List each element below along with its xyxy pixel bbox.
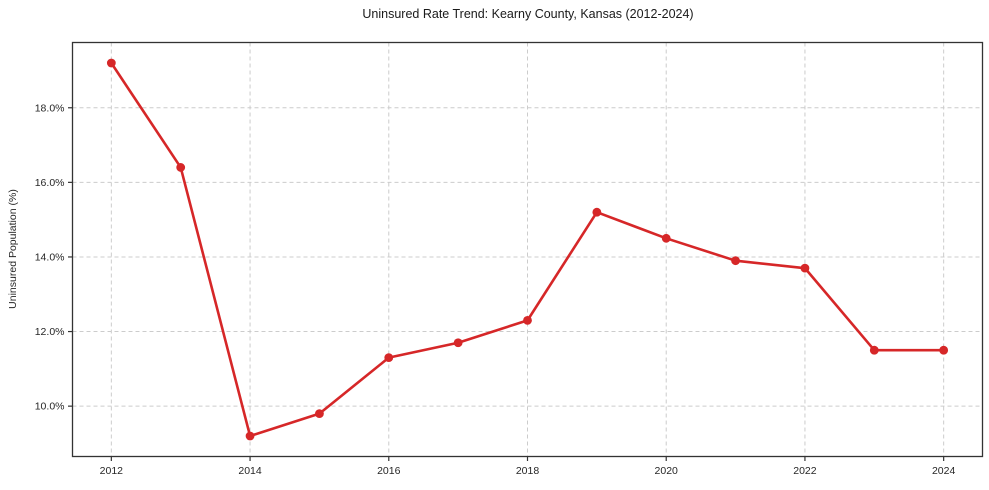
- y-tick-label: 12.0%: [35, 326, 65, 338]
- data-point: [939, 345, 949, 355]
- data-point: [315, 409, 324, 419]
- x-tick-label: 2024: [932, 465, 956, 477]
- x-tick-label: 2020: [655, 465, 679, 477]
- x-tick-label: 2012: [100, 465, 124, 477]
- chart-title: Uninsured Rate Trend: Kearny County, Kan…: [362, 7, 694, 21]
- data-point: [800, 263, 810, 273]
- data-point: [523, 315, 532, 325]
- data-point: [869, 345, 879, 355]
- data-point: [592, 207, 602, 217]
- x-tick-label: 2016: [377, 465, 401, 477]
- data-point: [106, 58, 116, 68]
- y-tick-label: 16.0%: [35, 177, 65, 189]
- x-tick-label: 2014: [238, 465, 262, 477]
- y-tick-label: 18.0%: [35, 102, 65, 114]
- data-point: [661, 233, 671, 243]
- data-point: [176, 163, 186, 172]
- data-point: [731, 256, 740, 266]
- y-tick-label: 14.0%: [35, 251, 65, 263]
- x-tick-label: 2018: [516, 465, 540, 477]
- data-point: [384, 353, 394, 363]
- y-tick-label: 10.0%: [35, 401, 65, 413]
- data-point: [245, 431, 255, 441]
- x-tick-label: 2022: [793, 465, 817, 477]
- data-point: [453, 338, 463, 348]
